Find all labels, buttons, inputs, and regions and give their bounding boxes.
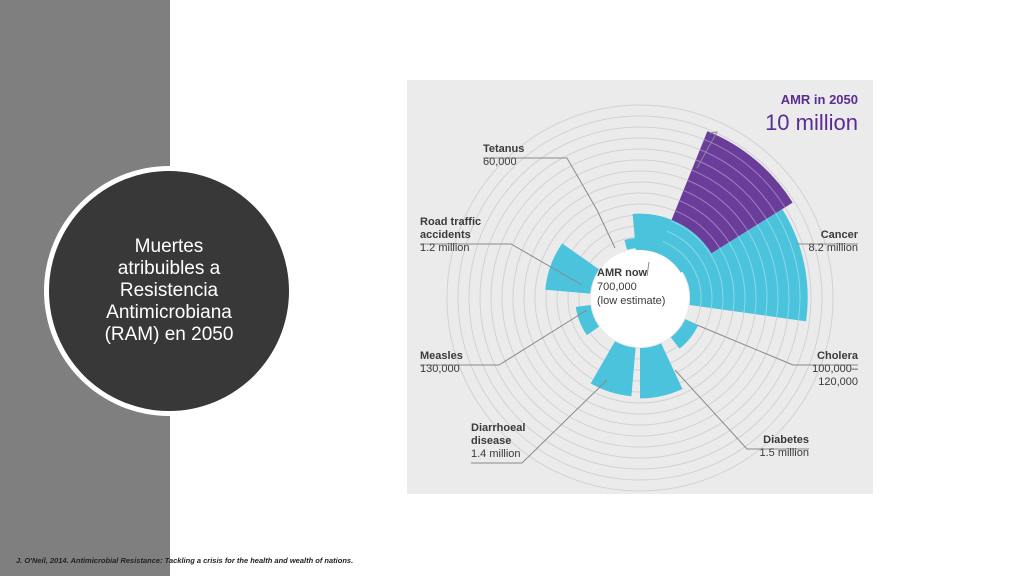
sector-cancer (682, 209, 808, 322)
title-circle: Muertes atribuibles a Resistencia Antimi… (49, 171, 289, 411)
leader-line (646, 261, 650, 277)
sector-gridline (756, 224, 779, 318)
headline-title: AMR in 2050 (781, 92, 858, 107)
label-diarrhoeal-disease: Diarrhoeal disease (471, 422, 525, 447)
sector-gridline (728, 242, 746, 313)
label-diabetes: Diabetes (763, 434, 809, 446)
chart-hub (591, 249, 689, 347)
sector-gridline (700, 259, 713, 309)
label-measles: Measles (420, 350, 463, 362)
sector-gridline (683, 189, 739, 237)
sector-gridline (675, 210, 721, 249)
sector-gridline (695, 159, 767, 220)
headline-value: 10 million (765, 110, 858, 135)
label-tetanus: Tetanus (483, 143, 524, 155)
sector-measles (575, 304, 600, 336)
label-cancer: Cancer (821, 229, 859, 241)
sector-gridline (737, 236, 757, 315)
center-label-title: AMR now (597, 267, 648, 279)
sector-gridline (719, 247, 735, 312)
sector-diabetes (640, 343, 683, 399)
grid-circle (457, 115, 823, 481)
value-measles: 130,000 (420, 363, 460, 375)
center-label-value: 700,000 (low estimate) (597, 281, 665, 307)
label-cholera: Cholera (817, 350, 859, 362)
sector-gridline (670, 220, 711, 255)
leader-line (696, 131, 718, 169)
value-tetanus: 60,000 (483, 156, 517, 168)
grid-circle (468, 126, 812, 470)
sector-gridline (687, 179, 749, 231)
leader-line (471, 379, 608, 464)
sector-gridline (691, 265, 702, 307)
sector-gridline (709, 253, 724, 310)
sector-gridline (703, 138, 786, 208)
label-road-traffic-accidents: Road traffic accidents (420, 216, 481, 241)
sector-road-traffic-accidents (545, 243, 600, 294)
leader-line (483, 157, 616, 249)
sector-gridline (747, 230, 768, 316)
value-diabetes: 1.5 million (759, 447, 809, 459)
leader-line (420, 243, 583, 286)
sector-diarrhoeal-disease (590, 341, 636, 397)
leader-line (696, 324, 858, 366)
value-cholera: 100,000– 120,000 (812, 363, 859, 388)
sector-gridline (662, 240, 693, 266)
sector-amr-now (632, 213, 712, 273)
leader-line (420, 309, 588, 366)
sector-cholera (670, 319, 699, 349)
sector-gridline (679, 200, 730, 243)
citation-text: J. O'Neil, 2014. Antimicrobial Resistanc… (16, 556, 354, 565)
chart-panel: Cancer 8.2 million Cholera 100,000– 120,000 D… (407, 80, 873, 494)
sector-gridline (775, 212, 801, 321)
value-road-traffic-accidents: 1.2 million (420, 242, 470, 254)
sector-gridline (765, 218, 790, 319)
value-diarrhoeal-disease: 1.4 million (471, 448, 521, 460)
sector-gridline (699, 149, 777, 214)
value-cancer: 8.2 million (808, 242, 858, 254)
slide-title: Muertes atribuibles a Resistencia Antimi… (104, 236, 234, 345)
sector-gridline (691, 169, 758, 226)
grid-circle (446, 104, 834, 492)
leader-line (674, 369, 809, 450)
sector-gridline (666, 230, 702, 261)
